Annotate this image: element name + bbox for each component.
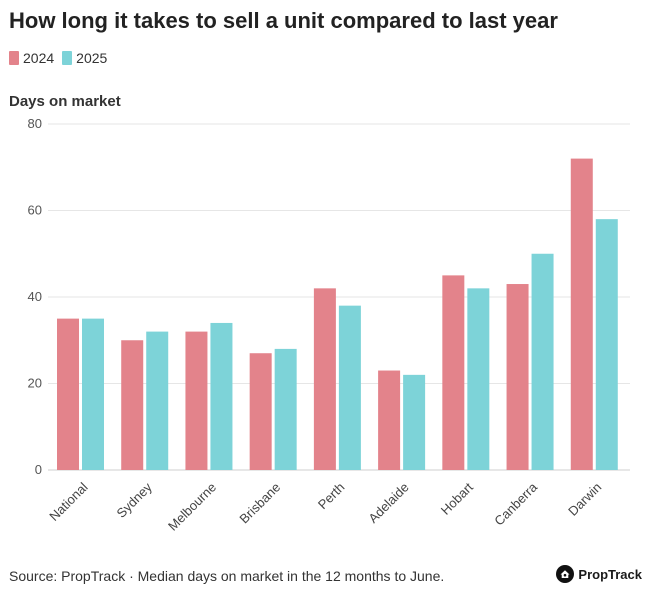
y-tick-label: 40 [28, 289, 42, 304]
legend-label-2024: 2024 [23, 50, 55, 66]
brand-name: PropTrack [578, 566, 642, 582]
legend-swatch-2024 [9, 51, 19, 65]
bar-2024-darwin [570, 158, 593, 470]
x-tick-label: National [46, 479, 90, 523]
bar-2025-sydney [146, 331, 169, 470]
bar-2024-perth [313, 288, 336, 470]
bar-2025-melbourne [210, 322, 233, 470]
bar-2025-darwin [595, 219, 618, 470]
bar-2025-canberra [531, 253, 554, 470]
source-note: Source: PropTrack · Median days on marke… [9, 568, 445, 584]
legend-item-2025: 2025 [62, 50, 107, 66]
x-tick-label: Darwin [565, 480, 604, 519]
x-tick-label: Sydney [114, 479, 156, 521]
bar-2025-national [82, 318, 104, 470]
legend-label-2025: 2025 [76, 50, 108, 66]
y-tick-label: 0 [35, 462, 42, 477]
chart-title: How long it takes to sell a unit compare… [9, 8, 558, 33]
bar-2025-hobart [467, 288, 490, 470]
x-tick-label: Melbourne [165, 480, 219, 534]
bar-2024-melbourne [185, 331, 208, 470]
bar-2024-national [57, 318, 79, 470]
x-tick-label: Perth [315, 480, 348, 513]
x-tick-label: Hobart [438, 479, 476, 517]
bar-2025-adelaide [403, 374, 426, 470]
y-tick-label: 80 [28, 116, 42, 131]
bar-2024-adelaide [378, 370, 401, 470]
x-tick-label: Canberra [491, 479, 540, 528]
bar-2024-brisbane [249, 353, 272, 470]
x-tick-label: Adelaide [365, 480, 411, 526]
bar-2025-brisbane [274, 348, 297, 470]
legend-swatch-2025 [62, 51, 73, 65]
bar-2024-sydney [121, 340, 144, 470]
y-tick-label: 60 [28, 203, 42, 218]
y-axis-title: Days on market [9, 93, 121, 110]
brand: PropTrack [556, 565, 642, 583]
proptrack-logo-icon [556, 565, 575, 583]
bar-2024-canberra [506, 284, 529, 470]
y-tick-label: 20 [28, 376, 42, 391]
x-tick-label: Brisbane [236, 480, 283, 527]
bar-2025-perth [338, 305, 361, 470]
legend-item-2024: 2024 [9, 50, 54, 66]
legend: 2024 2025 [9, 50, 107, 66]
bar-2024-hobart [442, 275, 465, 470]
